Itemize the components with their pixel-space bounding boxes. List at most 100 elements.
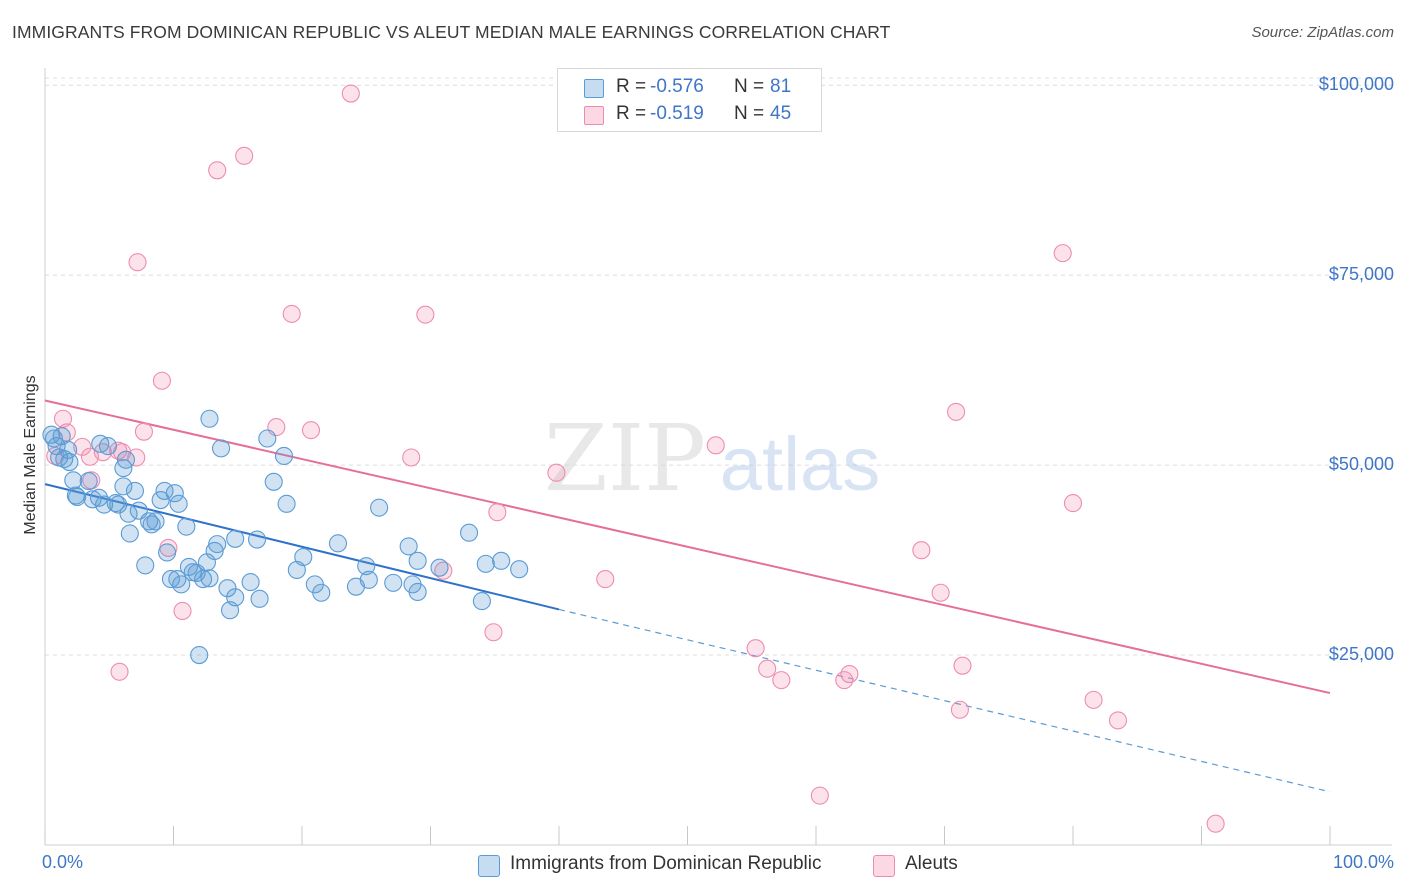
x-axis-max-label: 100.0% xyxy=(1332,852,1394,872)
point-dominican xyxy=(194,570,213,589)
point-dominican xyxy=(169,494,188,513)
point-dominican xyxy=(55,449,74,469)
point-aleuts xyxy=(152,371,171,390)
point-aleuts xyxy=(947,402,966,421)
point-aleuts xyxy=(912,541,931,560)
y-tick-label: $25,000 xyxy=(1328,644,1394,665)
point-aleuts xyxy=(402,448,421,467)
y-tick-label: $50,000 xyxy=(1328,454,1394,475)
point-dominican xyxy=(136,556,155,575)
watermark: ZIP atlas xyxy=(544,405,880,512)
point-dominican xyxy=(408,551,427,570)
point-dominican xyxy=(200,569,219,588)
point-dominican xyxy=(165,484,184,503)
data-points xyxy=(42,84,1225,833)
point-aleuts xyxy=(758,659,777,678)
point-dominican xyxy=(250,589,269,608)
point-dominican xyxy=(312,583,331,602)
point-dominican xyxy=(98,437,118,456)
series-legend: Immigrants from Dominican Republic Aleut… xyxy=(0,852,1406,878)
gridlines xyxy=(45,77,1392,656)
point-dominican xyxy=(328,534,348,553)
point-dominican xyxy=(146,512,165,531)
legend-label-dominican: Immigrants from Dominican Republic xyxy=(510,853,822,874)
point-dominican xyxy=(359,570,378,589)
r-value: -0.576 xyxy=(650,76,704,97)
point-aleuts xyxy=(235,146,254,165)
y-axis-label: Median Male Earnings xyxy=(22,375,39,535)
r-value: -0.519 xyxy=(650,103,704,124)
point-aleuts xyxy=(73,437,92,456)
point-dominican xyxy=(226,588,245,607)
point-aleuts xyxy=(110,662,129,681)
point-aleuts xyxy=(416,305,435,324)
point-dominican xyxy=(158,543,177,562)
trendline-dominican-extension xyxy=(558,608,1331,793)
point-dominican xyxy=(109,495,128,514)
point-dominican xyxy=(258,429,277,448)
y-tick-label: $75,000 xyxy=(1328,264,1394,285)
point-aleuts xyxy=(1053,244,1072,263)
point-aleuts xyxy=(746,639,765,658)
legend-swatch-aleuts xyxy=(584,106,604,125)
n-label: N = xyxy=(734,103,765,124)
point-aleuts xyxy=(53,409,73,428)
axes xyxy=(44,68,1392,846)
point-dominican xyxy=(200,409,219,428)
point-aleuts xyxy=(931,583,950,602)
r-label: R = xyxy=(616,103,647,124)
point-dominican xyxy=(370,498,389,517)
correlation-legend: R = -0.576 N = 81 R = -0.519 N = 45 xyxy=(557,68,822,132)
point-dominican xyxy=(408,582,427,602)
point-dominican xyxy=(120,524,139,543)
point-dominican xyxy=(79,472,98,491)
point-aleuts xyxy=(596,570,615,589)
trendline-aleuts xyxy=(44,399,1331,695)
point-aleuts xyxy=(810,786,829,805)
legend-swatch-dominican xyxy=(478,855,500,877)
point-aleuts xyxy=(301,421,321,440)
point-dominican xyxy=(241,573,260,592)
n-label: N = xyxy=(734,76,765,97)
point-dominican xyxy=(247,530,267,549)
point-dominican xyxy=(60,453,79,472)
point-dominican xyxy=(205,541,224,561)
point-aleuts xyxy=(706,436,725,455)
point-dominican xyxy=(68,487,87,507)
point-dominican xyxy=(399,537,418,556)
point-dominican xyxy=(218,579,237,598)
point-aleuts xyxy=(1084,690,1103,709)
point-dominican xyxy=(472,592,491,611)
watermark-zip: ZIP xyxy=(544,405,706,512)
source-credit: Source: ZipAtlas.com xyxy=(1251,24,1394,41)
point-dominican xyxy=(357,557,376,576)
point-aleuts xyxy=(488,503,507,522)
point-dominican xyxy=(119,504,138,523)
x-axis-min-label: 0.0% xyxy=(42,852,84,872)
point-aleuts xyxy=(950,700,969,719)
point-dominican xyxy=(476,554,495,573)
point-dominican xyxy=(384,573,403,592)
point-dominican xyxy=(459,523,479,542)
point-aleuts xyxy=(341,84,360,103)
point-dominican xyxy=(294,547,313,567)
point-dominican xyxy=(264,472,283,491)
point-dominican xyxy=(510,560,529,579)
point-aleuts xyxy=(1206,814,1225,833)
n-value: 81 xyxy=(770,76,792,97)
point-dominican xyxy=(211,439,231,458)
legend-swatch-aleuts xyxy=(873,855,895,877)
n-value: 45 xyxy=(770,103,792,124)
point-dominican xyxy=(64,471,83,490)
y-tick-label: $100,000 xyxy=(1318,74,1394,95)
point-dominican xyxy=(492,551,511,570)
point-dominican xyxy=(190,645,209,665)
point-dominican xyxy=(95,495,114,514)
point-aleuts xyxy=(484,623,503,642)
r-label: R = xyxy=(616,76,647,97)
point-dominican xyxy=(277,494,296,513)
chart-title: IMMIGRANTS FROM DOMINICAN REPUBLIC VS AL… xyxy=(12,22,891,42)
point-aleuts xyxy=(1063,494,1083,513)
point-aleuts xyxy=(282,304,301,323)
